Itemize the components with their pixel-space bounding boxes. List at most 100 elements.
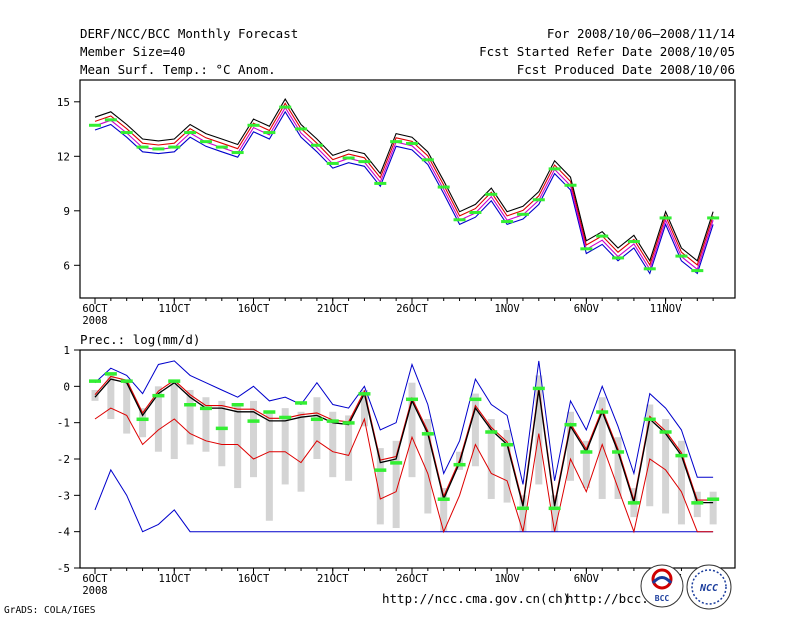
ncc-url: http://ncc.cma.gov.cn(ch)	[382, 591, 570, 606]
prec-obs-mark	[469, 397, 482, 402]
prec-obs-mark	[675, 453, 688, 458]
x-tick-label: 16OCT	[238, 303, 270, 315]
temp-obs-mark	[104, 118, 117, 122]
prec-spread-bar	[582, 440, 590, 489]
bcc-url: http://bcc.	[566, 591, 649, 606]
temp-obs-mark	[596, 234, 609, 238]
temp-obs-mark	[326, 161, 339, 165]
prec-min-line	[94, 407, 714, 534]
prec-spread-bar	[487, 419, 495, 499]
prec-obs-mark	[136, 417, 149, 422]
temp-obs-mark	[263, 131, 276, 135]
prec-spread-bar	[297, 411, 305, 492]
x-tick-label: 6OCT	[82, 303, 108, 315]
y-tick-label: -1	[57, 417, 70, 430]
x-tick-label: 11NOV	[650, 303, 682, 315]
prec-spread-bar	[503, 429, 511, 503]
prec-spread-bar	[265, 411, 273, 521]
prec-obs-mark	[421, 432, 434, 436]
temp-obs-mark	[120, 131, 133, 135]
temp-obs-mark	[548, 167, 561, 171]
prec-obs-mark	[596, 410, 609, 414]
header-member-size: Member Size=40	[80, 44, 185, 59]
prec-obs-mark	[199, 406, 212, 411]
temp-obs-mark	[136, 145, 149, 149]
prec-spread-bar	[392, 440, 400, 529]
temp-obs-mark	[516, 212, 529, 216]
x-tick-label: 6NOV	[574, 303, 600, 315]
y-tick-label: -5	[57, 562, 70, 575]
prec-obs-mark	[89, 379, 101, 383]
bcc-logo-text: BCC	[655, 594, 670, 603]
temp-obs-mark	[199, 140, 212, 144]
temp-obs-mark	[675, 254, 688, 258]
x-tick-label: 21OCT	[317, 573, 349, 585]
temp-obs-mark	[643, 267, 656, 271]
x-tick-sublabel: 2008	[82, 315, 107, 327]
prec-spread-bar	[281, 408, 289, 485]
prec-obs-mark	[532, 386, 545, 391]
temp-obs-mark	[310, 143, 323, 147]
prec-spread-bar	[598, 397, 606, 499]
prec-spread-bar	[234, 404, 242, 489]
temp-obs-mark	[231, 151, 244, 155]
prec-obs-mark	[516, 506, 529, 511]
y-tick-label: 6	[63, 259, 70, 272]
temp-obs-mark	[453, 218, 466, 222]
temperature-plot-frame	[79, 79, 736, 299]
prec-spread-bar	[186, 389, 194, 445]
prec-obs-mark	[231, 403, 244, 407]
prec-spread-bar	[519, 495, 527, 532]
prec-spread-bar	[471, 393, 479, 467]
y-tick-label: 15	[57, 96, 70, 109]
prec-obs-mark	[707, 497, 720, 501]
prec-spread-bar	[424, 419, 432, 514]
prec-spread-bar	[313, 397, 321, 459]
temp-obs-mark	[152, 147, 165, 151]
bcc-logo: BCC	[640, 564, 684, 608]
prec-obs-mark	[104, 372, 117, 376]
temp-obs-mark	[627, 240, 640, 244]
prec-spread-bar	[202, 397, 210, 452]
x-tick-label: 6NOV	[574, 573, 600, 585]
temp-obs-mark	[358, 160, 371, 164]
temp-mean-line	[94, 98, 714, 263]
y-tick-label: 0	[63, 380, 70, 393]
header-title: DERF/NCC/BCC Monthly Forecast	[80, 26, 298, 41]
temp-obs-mark	[707, 216, 720, 220]
prec-obs-mark	[612, 450, 625, 454]
prec-obs-mark	[279, 415, 292, 420]
header-started-date: Fcst Started Refer Date 2008/10/05	[479, 44, 735, 59]
prec-obs-mark	[215, 426, 228, 431]
temp-obs-mark	[390, 140, 403, 144]
prec-obs-mark	[564, 422, 577, 427]
temp-obs-mark	[437, 185, 450, 189]
temp-lower-line	[94, 102, 714, 267]
prec-obs-mark	[627, 501, 640, 505]
temp-obs-mark	[374, 181, 387, 185]
prec-obs-mark	[485, 430, 498, 434]
temp-obs-mark	[659, 216, 672, 220]
prec-spread-bar	[551, 495, 559, 532]
prec-obs-mark	[326, 419, 339, 423]
prec-obs-mark	[390, 461, 403, 465]
prec-spread-bar	[329, 411, 337, 478]
prec-min-member-line	[94, 468, 714, 533]
temp-obs-mark	[247, 123, 260, 127]
temp-max-line	[94, 110, 714, 275]
prec-obs-mark	[358, 392, 371, 396]
prec-spread-bar	[535, 375, 543, 485]
y-tick-label: -2	[57, 453, 70, 466]
temp-obs-mark	[184, 131, 197, 135]
temp-obs-mark	[279, 105, 292, 109]
temp-obs-mark	[89, 123, 101, 127]
prec-spread-bar	[107, 375, 115, 420]
prec-spread-bar	[345, 415, 353, 481]
y-tick-label: 9	[63, 205, 70, 218]
header-produced-date: Fcst Produced Date 2008/10/06	[517, 62, 735, 77]
temp-obs-mark	[421, 158, 434, 162]
prec-spread-bar	[154, 386, 162, 452]
x-tick-label: 26OCT	[396, 573, 428, 585]
